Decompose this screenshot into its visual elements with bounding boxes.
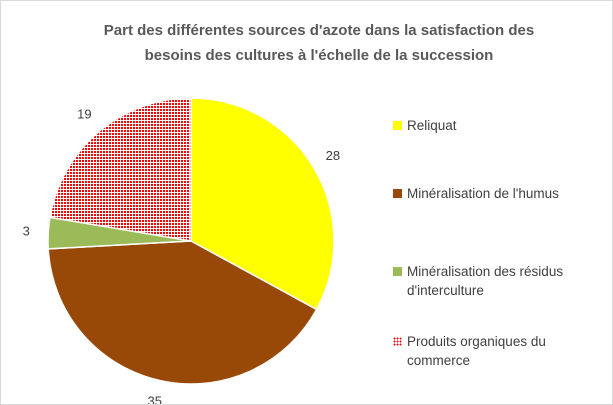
legend-swatch bbox=[393, 337, 402, 346]
legend-label: Reliquat bbox=[407, 118, 457, 133]
pie-slice bbox=[47, 240, 318, 385]
chart-title: besoins des cultures à l'échelle de la s… bbox=[145, 47, 494, 64]
legend-swatch bbox=[393, 121, 402, 130]
data-label: 3 bbox=[23, 223, 30, 238]
data-label: 19 bbox=[77, 106, 91, 121]
data-label: 28 bbox=[326, 148, 340, 163]
legend-item: Reliquat bbox=[393, 116, 597, 135]
legend-item: Minéralisation de l'humus bbox=[393, 184, 597, 203]
data-label: 35 bbox=[147, 393, 161, 404]
legend-item: Minéralisation des résidus d'intercultur… bbox=[393, 262, 597, 300]
legend-item: Produits organiques du commerce bbox=[393, 332, 597, 370]
legend-label: Minéralisation de l'humus bbox=[407, 186, 559, 201]
legend-swatch bbox=[393, 189, 402, 198]
legend-label: Minéralisation des résidus d'intercultur… bbox=[407, 264, 564, 298]
pie-slice bbox=[49, 97, 192, 242]
pie-slice bbox=[190, 97, 335, 311]
legend-swatch bbox=[393, 267, 402, 276]
legend-label: Produits organiques du commerce bbox=[407, 334, 546, 368]
chart-title: Part des différentes sources d'azote dan… bbox=[104, 22, 534, 39]
